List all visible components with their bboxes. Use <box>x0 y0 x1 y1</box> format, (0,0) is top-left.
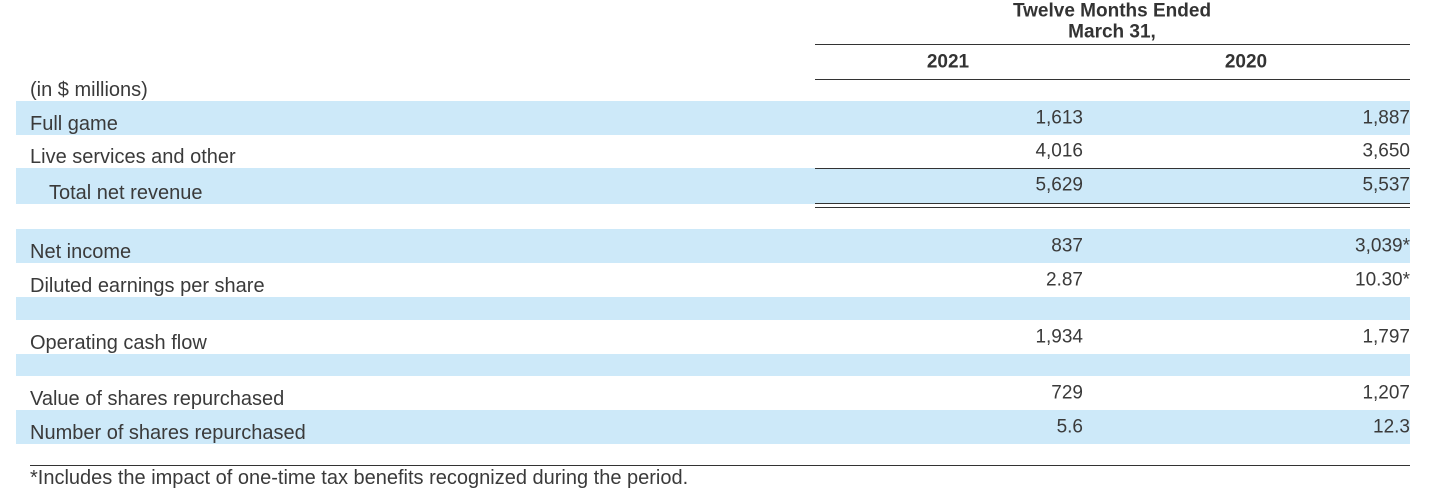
row-band <box>16 101 1410 135</box>
period-header: Twelve Months Ended <box>1012 0 1212 22</box>
row-band <box>16 297 1410 320</box>
cell-value: 3,650 <box>1362 140 1410 162</box>
header-rule <box>815 44 1410 45</box>
cell-value: 1,934 <box>1035 326 1083 348</box>
cell-value: 1,887 <box>1362 107 1410 129</box>
row-label: Net income <box>30 241 132 263</box>
row-label: Live services and other <box>30 146 236 168</box>
subtotal-rule <box>815 168 1410 169</box>
footnote: *Includes the impact of one-time tax ben… <box>30 467 689 489</box>
total-rule <box>815 207 1410 208</box>
cell-value: 1,797 <box>1362 326 1410 348</box>
cell-value: 729 <box>1051 382 1083 404</box>
cell-value: 5.6 <box>1056 416 1083 438</box>
row-label: Operating cash flow <box>30 332 207 354</box>
cell-value: 12.3 <box>1373 416 1410 438</box>
cell-value: 1,207 <box>1362 382 1410 404</box>
row-label: Diluted earnings per share <box>30 275 265 297</box>
row-band <box>16 410 1410 444</box>
cell-value: 5,629 <box>1035 174 1083 196</box>
row-band <box>16 229 1410 263</box>
period-header: March 31, <box>1068 21 1156 43</box>
cell-value: 1,613 <box>1035 107 1083 129</box>
row-label: Full game <box>30 113 118 135</box>
column-header: 2020 <box>1224 51 1268 73</box>
header-rule <box>815 79 1410 80</box>
cell-value: 3,039* <box>1355 235 1410 257</box>
row-label: Total net revenue <box>49 182 203 204</box>
unit-label: (in $ millions) <box>30 79 148 101</box>
row-label: Number of shares repurchased <box>30 422 306 444</box>
row-band <box>16 354 1410 376</box>
cell-value: 5,537 <box>1362 174 1410 196</box>
row-band <box>16 168 1410 204</box>
cell-value: 4,016 <box>1035 140 1083 162</box>
row-label: Value of shares repurchased <box>30 388 285 410</box>
cell-value: 2.87 <box>1046 269 1083 291</box>
column-header: 2021 <box>926 51 970 73</box>
footnote-rule <box>30 465 1410 466</box>
cell-value: 10.30* <box>1355 269 1410 291</box>
cell-value: 837 <box>1051 235 1083 257</box>
total-rule <box>815 203 1410 204</box>
